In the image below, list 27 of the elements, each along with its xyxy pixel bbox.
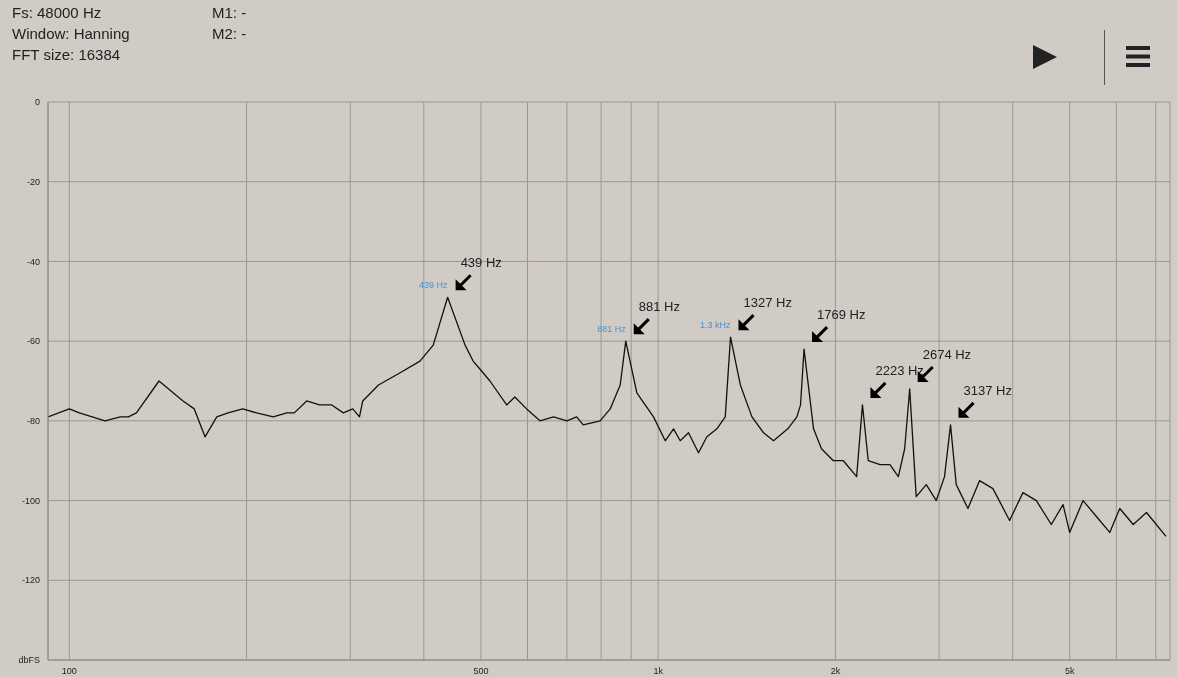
annotation: 1.3 kHz xyxy=(700,320,732,331)
x-tick-label: 2k xyxy=(830,666,841,677)
y-tick-label: -120 xyxy=(21,575,40,586)
text: Fs: 48000 Hz xyxy=(12,4,102,21)
x-tick-label: 5k xyxy=(1064,666,1075,677)
annotation: 2674 Hz xyxy=(922,346,972,362)
y-tick-label: dbFS xyxy=(18,655,40,666)
annotation: 881 Hz xyxy=(638,299,680,315)
x-tick-label: 500 xyxy=(473,666,489,677)
annotation: 1327 Hz xyxy=(743,295,792,311)
y-tick-label: -80 xyxy=(26,416,40,427)
y-tick-label: -40 xyxy=(26,256,40,267)
text: FFT size: 16384 xyxy=(12,46,121,63)
x-tick-label: 1k xyxy=(653,666,664,677)
text: M1: - xyxy=(212,4,247,21)
y-tick-label: 0 xyxy=(34,97,40,108)
y-tick-label: -100 xyxy=(21,495,40,506)
y-tick-label: -20 xyxy=(26,176,40,187)
annotation: 1769 Hz xyxy=(817,307,866,323)
text: M2: - xyxy=(212,25,247,42)
annotation: 439 Hz xyxy=(460,255,502,271)
annotation: 881 Hz xyxy=(597,324,627,335)
annotation: 3137 Hz xyxy=(963,382,1012,398)
x-tick-label: 100 xyxy=(61,666,77,677)
annotation: 439 Hz xyxy=(419,280,449,291)
text: Window: Hanning xyxy=(12,25,130,42)
y-tick-label: -60 xyxy=(26,336,40,347)
